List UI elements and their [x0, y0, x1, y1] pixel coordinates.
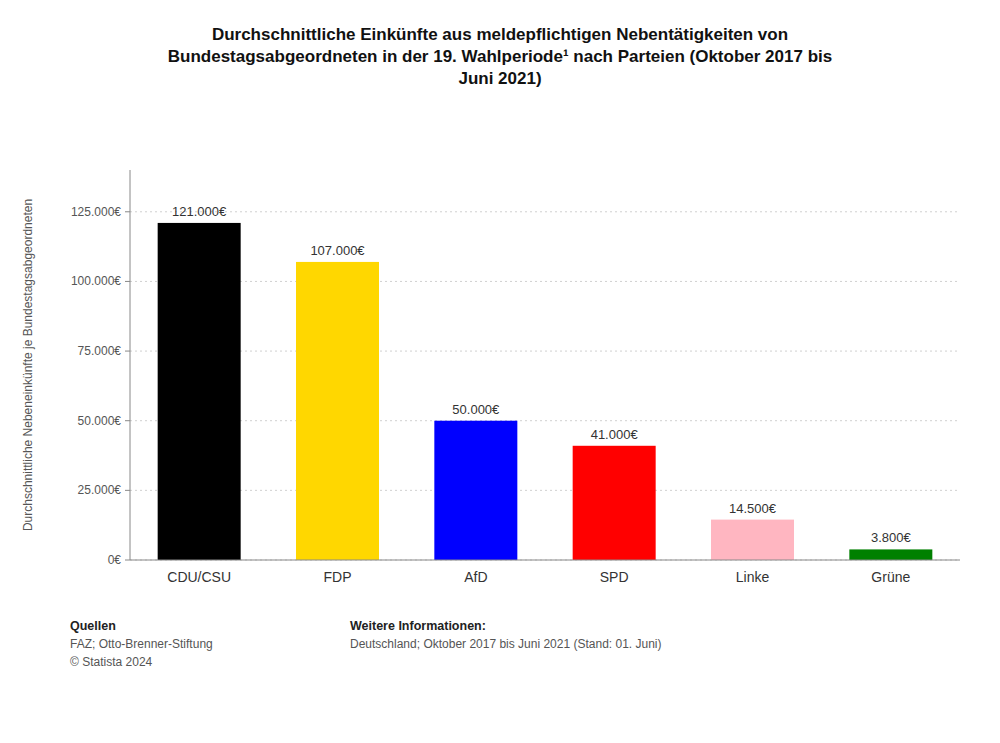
y-tick [125, 281, 130, 282]
bar [434, 421, 517, 560]
y-tick-label: 25.000€ [78, 483, 122, 497]
bars [158, 223, 933, 560]
x-tick-label: SPD [600, 569, 629, 585]
data-label: 14.500€ [729, 501, 777, 516]
data-label: 41.000€ [591, 427, 639, 442]
bar [296, 262, 379, 560]
x-tick-label: FDP [324, 569, 352, 585]
bar [849, 549, 932, 560]
footer-heading: Quellen [70, 619, 116, 633]
grid-line [130, 420, 960, 421]
bar [573, 446, 656, 560]
grid-line [130, 490, 960, 491]
x-tick-label: AfD [464, 569, 487, 585]
y-tick [125, 420, 130, 421]
bar [158, 223, 241, 560]
bar [711, 520, 794, 560]
data-label: 107.000€ [310, 243, 365, 258]
y-tick [125, 560, 130, 561]
y-tick-label: 125.000€ [71, 205, 121, 219]
x-tick-label: Linke [736, 569, 770, 585]
x-axis [130, 560, 960, 561]
chart: Durchschnittliche Einkünfte aus meldepfl… [0, 0, 1000, 743]
y-tick [125, 490, 130, 491]
grid [130, 212, 960, 560]
grid-line [130, 281, 960, 282]
data-label: 121.000€ [172, 204, 227, 219]
y-axis [130, 170, 131, 560]
grid-line [130, 211, 960, 212]
footer-text: Deutschland; Oktober 2017 bis Juni 2021 … [350, 637, 662, 651]
grid-line [130, 351, 960, 352]
grid-line [130, 560, 960, 561]
footer-heading: Weitere Informationen: [350, 619, 486, 633]
y-tick-label: 0€ [108, 553, 122, 567]
x-tick-label: Grüne [871, 569, 910, 585]
y-tick [125, 351, 130, 352]
data-label: 50.000€ [452, 402, 500, 417]
footer-text: FAZ; Otto-Brenner-Stiftung [70, 637, 213, 651]
y-tick-label: 100.000€ [71, 274, 121, 288]
y-axis-label: Durchschnittliche Nebeneinkünfte je Bund… [21, 199, 35, 531]
y-tick [125, 211, 130, 212]
title: Durchschnittliche Einkünfte aus meldepfl… [168, 25, 832, 88]
footer-text: © Statista 2024 [70, 655, 153, 669]
data-label: 3.800€ [871, 530, 912, 545]
y-tick-label: 50.000€ [78, 414, 122, 428]
y-tick-label: 75.000€ [78, 344, 122, 358]
x-tick-label: CDU/CSU [167, 569, 231, 585]
